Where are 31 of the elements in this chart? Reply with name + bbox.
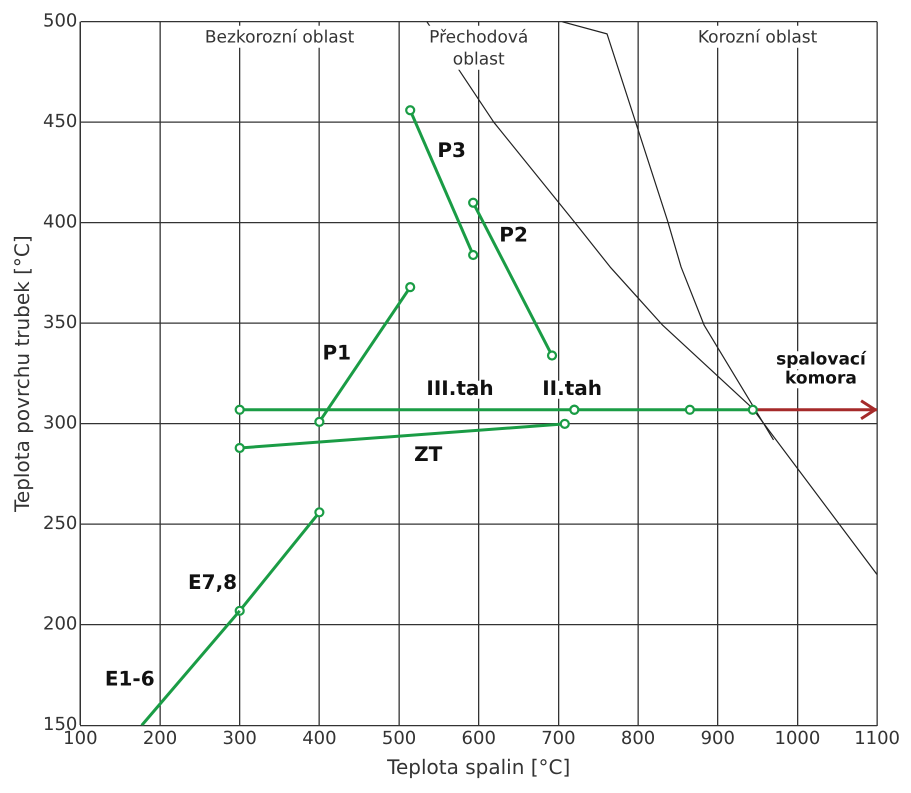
y-tick-label: 300 [42, 412, 78, 434]
series-label: III.tah [426, 376, 494, 400]
series-label: E1-6 [104, 666, 155, 690]
x-tick-label: 600 [462, 728, 496, 749]
x-tick-label: 300 [222, 728, 257, 749]
series-label: ZT [414, 442, 443, 466]
y-tick-label: 350 [42, 312, 78, 334]
x-tick-label: 900 [700, 728, 735, 749]
x-tick-label: 200 [142, 728, 178, 749]
annotation: Bezkorozní oblast [204, 28, 355, 48]
y-tick-label: 450 [42, 110, 78, 132]
series-label: II.tah [542, 376, 602, 400]
annotation: Přechodová oblast [429, 28, 528, 70]
series-label: E7,8 [188, 570, 238, 594]
x-tick-label: 700 [541, 728, 576, 749]
x-tick-label: 500 [382, 728, 416, 749]
y-tick-label: 500 [42, 10, 78, 32]
x-tick-label: 400 [302, 728, 337, 749]
y-tick-label: 200 [42, 614, 78, 635]
series-label: P3 [437, 138, 466, 162]
x-tick-label: 800 [620, 728, 656, 749]
series-label: spalovací komora [776, 350, 867, 389]
y-axis-title: Teplota povrchu trubek [°C] [10, 235, 34, 513]
y-tick-label: 250 [42, 513, 78, 534]
x-axis-title: Teplota spalin [°C] [386, 755, 570, 780]
x-tick-label: 1100 [854, 728, 900, 749]
y-tick-label: 400 [42, 212, 78, 232]
series-label: P2 [499, 222, 528, 246]
series-label: P1 [322, 340, 352, 365]
x-tick-label: 1000 [774, 728, 820, 749]
annotation: Korozní oblast [698, 28, 818, 48]
